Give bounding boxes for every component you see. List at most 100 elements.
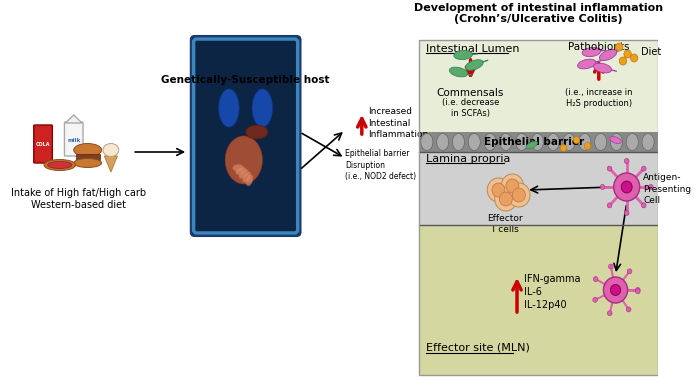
Ellipse shape — [219, 89, 239, 127]
Polygon shape — [104, 156, 117, 172]
Bar — [76, 154, 100, 160]
Ellipse shape — [232, 165, 244, 171]
Text: Intestinal Lumen: Intestinal Lumen — [426, 44, 519, 54]
Ellipse shape — [239, 169, 248, 179]
Ellipse shape — [452, 133, 464, 150]
Circle shape — [492, 183, 505, 197]
Circle shape — [625, 158, 629, 163]
Circle shape — [604, 277, 627, 303]
Circle shape — [607, 203, 612, 208]
Ellipse shape — [532, 133, 543, 150]
Ellipse shape — [595, 133, 607, 150]
Circle shape — [619, 57, 627, 65]
Text: Effector
T cells: Effector T cells — [487, 214, 523, 234]
Circle shape — [627, 269, 632, 274]
Ellipse shape — [225, 136, 262, 184]
Text: milk: milk — [67, 138, 81, 142]
Circle shape — [501, 174, 523, 198]
Text: Epithelial barrier: Epithelial barrier — [484, 137, 584, 147]
Ellipse shape — [252, 89, 273, 127]
Circle shape — [593, 297, 598, 302]
Circle shape — [648, 185, 653, 190]
Text: Lamina propria: Lamina propria — [426, 154, 510, 164]
Ellipse shape — [437, 133, 449, 150]
Circle shape — [611, 285, 620, 296]
Ellipse shape — [48, 162, 72, 168]
Circle shape — [584, 142, 591, 149]
Text: Intake of High fat/High carb
Western-based diet: Intake of High fat/High carb Western-bas… — [11, 188, 146, 211]
Ellipse shape — [563, 133, 575, 150]
Circle shape — [636, 288, 640, 293]
Ellipse shape — [610, 136, 621, 144]
Text: Pathobionts: Pathobionts — [568, 42, 629, 52]
Circle shape — [609, 264, 613, 269]
Ellipse shape — [582, 48, 600, 57]
FancyBboxPatch shape — [34, 125, 52, 163]
Text: (Crohn’s/Ulcerative Colitis): (Crohn’s/Ulcerative Colitis) — [454, 14, 623, 24]
Text: Diet: Diet — [641, 47, 661, 57]
Circle shape — [613, 173, 640, 201]
Circle shape — [607, 311, 612, 316]
Circle shape — [624, 50, 632, 58]
Ellipse shape — [466, 60, 483, 70]
Ellipse shape — [642, 133, 654, 150]
Text: Commensals: Commensals — [437, 88, 505, 98]
Ellipse shape — [611, 133, 623, 150]
Ellipse shape — [626, 133, 638, 150]
FancyBboxPatch shape — [65, 122, 83, 156]
Text: Genetically-Susceptible host: Genetically-Susceptible host — [162, 75, 330, 85]
Ellipse shape — [468, 133, 480, 150]
Bar — [418, 152, 659, 225]
Circle shape — [607, 166, 612, 171]
Text: Effector site (MLN): Effector site (MLN) — [426, 343, 530, 353]
Circle shape — [625, 211, 629, 215]
Ellipse shape — [74, 144, 101, 157]
Ellipse shape — [577, 59, 596, 69]
Circle shape — [626, 307, 631, 312]
Circle shape — [512, 188, 525, 202]
Text: (i.e., increase in
H₂S production): (i.e., increase in H₂S production) — [565, 88, 632, 108]
Ellipse shape — [74, 158, 101, 168]
Ellipse shape — [547, 133, 559, 150]
Ellipse shape — [500, 133, 512, 150]
Circle shape — [487, 178, 509, 202]
Ellipse shape — [246, 174, 253, 186]
Ellipse shape — [454, 51, 473, 60]
Ellipse shape — [449, 67, 468, 77]
Circle shape — [641, 203, 646, 208]
Circle shape — [641, 166, 646, 171]
Bar — [418, 40, 659, 375]
Circle shape — [636, 289, 640, 294]
Text: (i.e. decrease
in SCFAs): (i.e. decrease in SCFAs) — [442, 98, 499, 118]
Text: Development of intestinal inflammation: Development of intestinal inflammation — [414, 3, 663, 13]
Polygon shape — [65, 115, 82, 123]
Text: Increased
Intestinal
Inflammation: Increased Intestinal Inflammation — [369, 108, 429, 139]
Bar — [418, 40, 659, 132]
Bar — [418, 132, 659, 152]
Text: Epithelial barrier
Disruption
(i.e., NOD2 defect): Epithelial barrier Disruption (i.e., NOD… — [345, 149, 416, 180]
Ellipse shape — [103, 144, 119, 157]
Circle shape — [506, 179, 519, 193]
Text: Antigen-
Presenting
Cell: Antigen- Presenting Cell — [643, 173, 691, 204]
Text: COLA: COLA — [36, 141, 50, 147]
Circle shape — [508, 183, 530, 207]
Circle shape — [500, 192, 512, 206]
Ellipse shape — [421, 133, 433, 150]
Circle shape — [560, 144, 567, 152]
Circle shape — [593, 277, 598, 282]
Ellipse shape — [242, 172, 251, 182]
Circle shape — [600, 185, 605, 190]
Ellipse shape — [516, 133, 527, 150]
Circle shape — [621, 181, 632, 193]
Ellipse shape — [579, 133, 591, 150]
Text: IFN-gamma
IL-6
IL-12p40: IFN-gamma IL-6 IL-12p40 — [525, 274, 581, 310]
Ellipse shape — [484, 133, 496, 150]
Ellipse shape — [526, 141, 537, 149]
Ellipse shape — [593, 63, 611, 73]
Circle shape — [630, 54, 638, 62]
Ellipse shape — [246, 125, 268, 139]
Ellipse shape — [44, 160, 76, 171]
Circle shape — [573, 136, 579, 144]
Circle shape — [495, 187, 517, 211]
Ellipse shape — [600, 49, 617, 60]
